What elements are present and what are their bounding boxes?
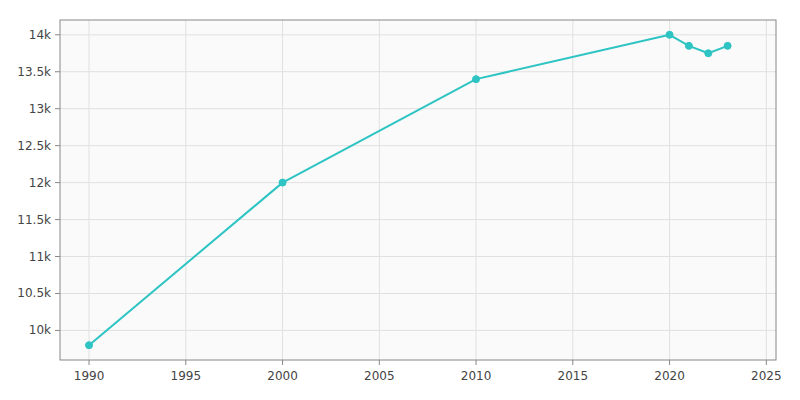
y-tick-label: 10.5k — [17, 286, 51, 300]
point — [685, 42, 692, 49]
y-tick — [55, 256, 60, 257]
x-tick — [766, 360, 767, 365]
y-tick — [55, 108, 60, 109]
y-grid-line — [60, 145, 776, 146]
y-grid-line — [60, 293, 776, 294]
y-tick — [55, 71, 60, 72]
chart: 1990 1995 2000 2005 2010 2015 2020 2025 10k 10.5k… — [0, 0, 800, 400]
y-tick — [55, 330, 60, 331]
line — [89, 35, 728, 345]
x-grid-line — [185, 20, 186, 360]
y-tick-label: 13.5k — [17, 65, 51, 79]
y-tick — [55, 145, 60, 146]
y-tick-label: 10k — [29, 323, 51, 337]
point — [279, 179, 286, 186]
x-tick — [89, 360, 90, 365]
x-tick-label: 1990 — [74, 369, 105, 383]
x-tick-label: 2000 — [267, 369, 298, 383]
point — [473, 76, 480, 83]
y-tick — [55, 34, 60, 35]
x-grid-line — [379, 20, 380, 360]
y-tick-label: 11.5k — [17, 213, 51, 227]
x-tick — [185, 360, 186, 365]
y-grid-line — [60, 182, 776, 183]
point — [724, 42, 731, 49]
chart-container: 1990 1995 2000 2005 2010 2015 2020 2025 10k 10.5k… — [0, 0, 800, 400]
plot-background — [60, 20, 776, 360]
x-grid-line — [476, 20, 477, 360]
y-grid-line — [60, 256, 776, 257]
x-grid-line — [669, 20, 670, 360]
point — [86, 342, 93, 349]
y-tick-label: 12.5k — [17, 139, 51, 153]
point — [705, 50, 712, 57]
plot-frame — [60, 20, 776, 360]
y-tick — [55, 182, 60, 183]
x-grid-line — [572, 20, 573, 360]
axes: 1990 1995 2000 2005 2010 2015 2020 2025 10k 10.5k… — [17, 20, 781, 383]
x-tick-label: 2005 — [364, 369, 395, 383]
x-tick — [282, 360, 283, 365]
grid — [60, 20, 776, 360]
y-tick-label: 12k — [29, 176, 51, 190]
x-tick — [572, 360, 573, 365]
y-tick-label: 13k — [29, 102, 51, 116]
y-grid-line — [60, 219, 776, 220]
x-grid-line — [766, 20, 767, 360]
x-tick-label: 1995 — [171, 369, 202, 383]
x-grid-line — [282, 20, 283, 360]
series — [86, 31, 732, 348]
y-tick — [55, 219, 60, 220]
x-tick — [669, 360, 670, 365]
x-tick — [379, 360, 380, 365]
y-tick-label: 14k — [29, 28, 51, 42]
point — [666, 31, 673, 38]
x-tick-label: 2020 — [654, 369, 685, 383]
x-tick-label: 2010 — [461, 369, 492, 383]
y-grid-line — [60, 71, 776, 72]
x-tick-label: 2015 — [558, 369, 589, 383]
y-grid-line — [60, 330, 776, 331]
x-tick-label: 2025 — [751, 369, 782, 383]
y-tick-label: 11k — [29, 250, 51, 264]
x-grid-line — [89, 20, 90, 360]
y-tick — [55, 293, 60, 294]
x-tick — [476, 360, 477, 365]
